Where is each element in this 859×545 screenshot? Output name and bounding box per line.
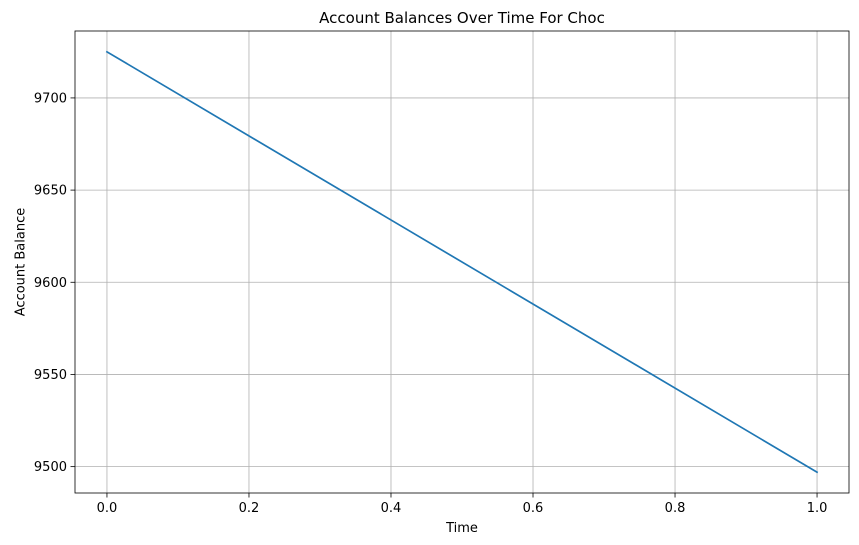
chart-title: Account Balances Over Time For Choc bbox=[319, 9, 605, 27]
x-axis-label: Time bbox=[445, 521, 478, 536]
x-tick-label: 0.0 bbox=[97, 501, 118, 516]
x-tick-label: 0.2 bbox=[239, 501, 260, 516]
series-layer bbox=[105, 50, 819, 474]
x-tick-label: 0.8 bbox=[665, 501, 686, 516]
plot-frame bbox=[74, 30, 850, 494]
y-axis-label: Account Balance bbox=[14, 208, 29, 316]
y-tick-label: 9500 bbox=[34, 460, 67, 475]
x-tick-label: 1.0 bbox=[807, 501, 828, 516]
y-tick-label: 9700 bbox=[34, 91, 67, 106]
y-tick-label: 9550 bbox=[34, 368, 67, 383]
x-tick-label: 0.6 bbox=[523, 501, 544, 516]
grid bbox=[75, 31, 849, 493]
y-tick-label: 9600 bbox=[34, 276, 67, 291]
x-tick-label: 0.4 bbox=[381, 501, 402, 516]
series-line bbox=[105, 50, 819, 474]
y-tick-label: 9650 bbox=[34, 184, 67, 199]
ticks: 0.0 0.2 0.4 0.6 0.8 1.0 9500 9550 9600 9650 9700 bbox=[34, 91, 827, 516]
